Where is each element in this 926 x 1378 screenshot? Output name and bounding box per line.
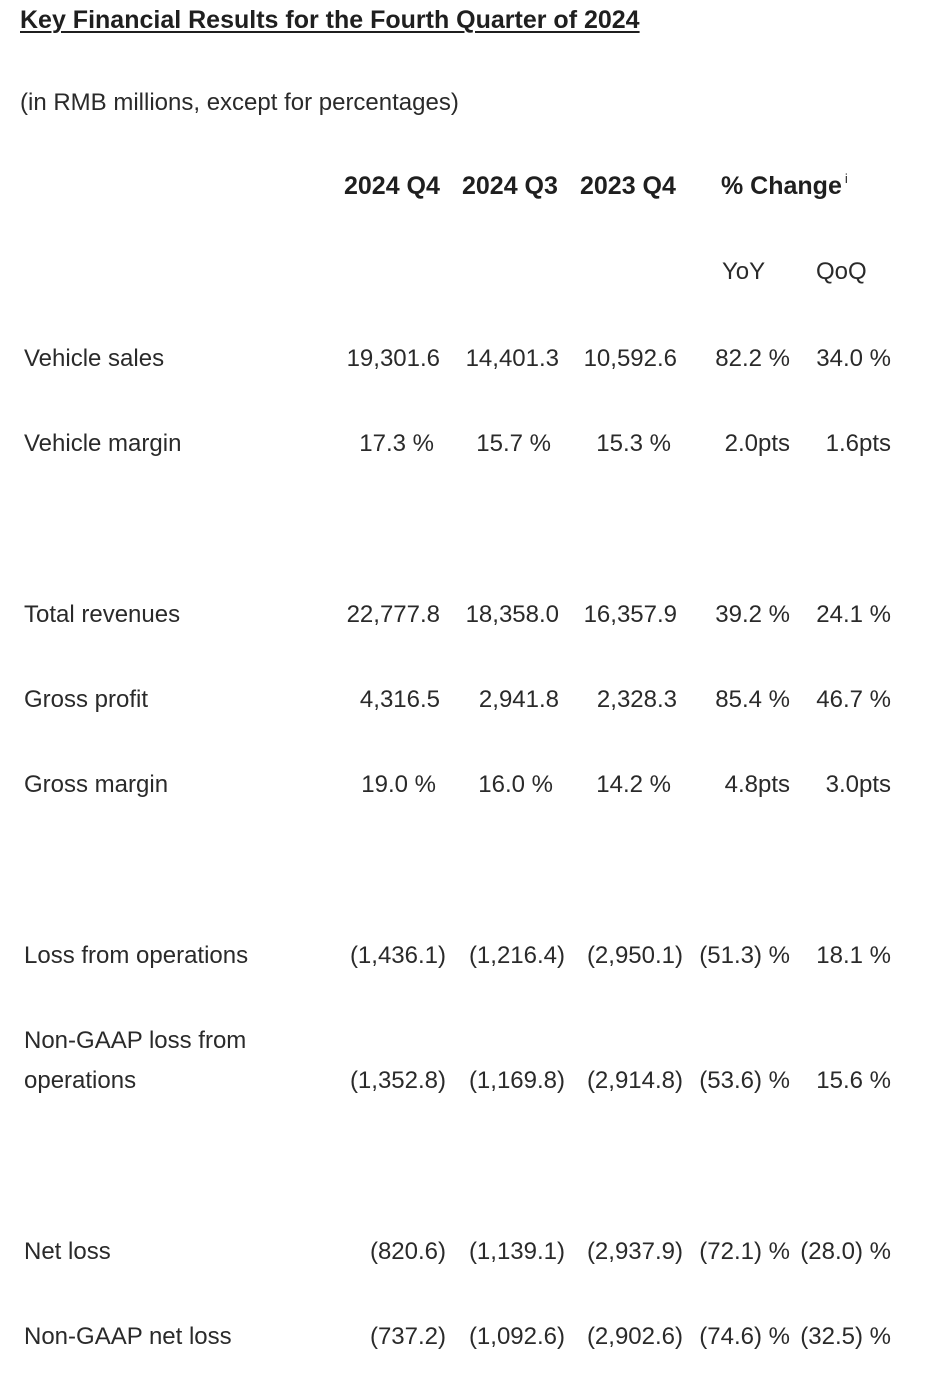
cell-2024-q4: (820.6) [369, 1238, 446, 1265]
row-label: Non-GAAP net loss [24, 1323, 232, 1350]
cell-2024-q4: 22,777.8 [346, 601, 440, 628]
table-row: Vehicle sales 19,301.6 14,401.3 10,592.6… [0, 339, 926, 379]
units-note: (in RMB millions, except for percentages… [20, 89, 459, 116]
cell-2023-q4: (2,937.9) [586, 1238, 683, 1265]
cell-2023-q4: 16,357.9 [583, 601, 677, 628]
cell-2024-q3: 16.0 % [478, 771, 553, 798]
cell-yoy: (74.6) % [699, 1323, 790, 1350]
cell-2023-q4: (2,902.6) [586, 1323, 683, 1350]
cell-2024-q3: 2,941.8 [478, 686, 559, 713]
cell-qoq: 3.0pts [825, 771, 891, 798]
cell-2024-q3: (1,092.6) [468, 1323, 565, 1350]
cell-yoy: 2.0pts [724, 430, 790, 457]
column-header-2024-q4: 2024 Q4 [344, 172, 440, 200]
column-header-qoq: QoQ [816, 258, 867, 285]
table-row: Non-GAAP net loss (737.2) (1,092.6) (2,9… [0, 1317, 926, 1357]
cell-qoq: 15.6 % [816, 1067, 891, 1094]
row-label: Total revenues [24, 601, 181, 628]
row-label: Loss from operations [24, 942, 249, 969]
table-row: Gross profit 4,316.5 2,941.8 2,328.3 85.… [0, 680, 926, 720]
row-label: Vehicle margin [24, 430, 182, 457]
cell-2023-q4: (2,950.1) [586, 942, 683, 969]
cell-yoy: (51.3) % [699, 942, 790, 969]
table-row: Net loss (820.6) (1,139.1) (2,937.9) (72… [0, 1232, 926, 1272]
row-label-line-1: Non-GAAP loss from [24, 1027, 247, 1054]
page-title: Key Financial Results for the Fourth Qua… [20, 6, 640, 34]
cell-qoq: 24.1 % [816, 601, 891, 628]
cell-2024-q4: 17.3 % [359, 430, 434, 457]
cell-2023-q4: 15.3 % [596, 430, 671, 457]
cell-2023-q4: 14.2 % [596, 771, 671, 798]
cell-2024-q3: 14,401.3 [465, 345, 559, 372]
table-row: Loss from operations (1,436.1) (1,216.4)… [0, 936, 926, 976]
info-footnote-marker: i [844, 170, 848, 186]
cell-2024-q4: (737.2) [369, 1323, 446, 1350]
table-row: Vehicle margin 17.3 % 15.7 % 15.3 % 2.0p… [0, 424, 926, 464]
cell-2024-q3: (1,139.1) [468, 1238, 565, 1265]
row-label: Gross profit [24, 686, 149, 713]
column-header-percent-change: % Change i [721, 170, 848, 201]
cell-yoy: (53.6) % [699, 1067, 790, 1094]
cell-2024-q4: 4,316.5 [359, 686, 440, 713]
cell-2023-q4: 2,328.3 [596, 686, 677, 713]
cell-2024-q3: (1,169.8) [468, 1067, 565, 1094]
cell-yoy: (72.1) % [699, 1238, 790, 1265]
cell-2024-q4: (1,436.1) [349, 942, 446, 969]
cell-2023-q4: (2,914.8) [586, 1067, 683, 1094]
cell-qoq: 18.1 % [816, 942, 891, 969]
cell-2024-q4: 19.0 % [361, 771, 436, 798]
column-header-2023-q4: 2023 Q4 [580, 172, 676, 200]
column-header-yoy: YoY [722, 258, 766, 285]
cell-yoy: 82.2 % [715, 345, 790, 372]
table-row: Non-GAAP loss from operations (1,352.8) … [0, 1027, 926, 1101]
cell-qoq: 34.0 % [816, 345, 891, 372]
percent-change-label: % Change [721, 172, 842, 200]
row-label-line-2: operations [24, 1067, 137, 1094]
cell-qoq: 1.6pts [825, 430, 891, 457]
row-label: Vehicle sales [24, 345, 165, 372]
cell-qoq: (32.5) % [800, 1323, 891, 1350]
cell-yoy: 85.4 % [715, 686, 790, 713]
cell-qoq: (28.0) % [800, 1238, 891, 1265]
cell-2024-q3: (1,216.4) [468, 942, 565, 969]
cell-yoy: 4.8pts [724, 771, 790, 798]
column-header-2024-q3: 2024 Q3 [462, 172, 558, 200]
cell-qoq: 46.7 % [816, 686, 891, 713]
table-row: Total revenues 22,777.8 18,358.0 16,357.… [0, 595, 926, 635]
cell-2024-q3: 15.7 % [476, 430, 551, 457]
cell-2024-q4: (1,352.8) [349, 1067, 446, 1094]
cell-2024-q4: 19,301.6 [346, 345, 440, 372]
row-label: Gross margin [24, 771, 169, 798]
cell-2023-q4: 10,592.6 [583, 345, 677, 372]
cell-yoy: 39.2 % [715, 601, 790, 628]
row-label: Net loss [24, 1238, 111, 1265]
cell-2024-q3: 18,358.0 [465, 601, 559, 628]
table-row: Gross margin 19.0 % 16.0 % 14.2 % 4.8pts… [0, 765, 926, 805]
